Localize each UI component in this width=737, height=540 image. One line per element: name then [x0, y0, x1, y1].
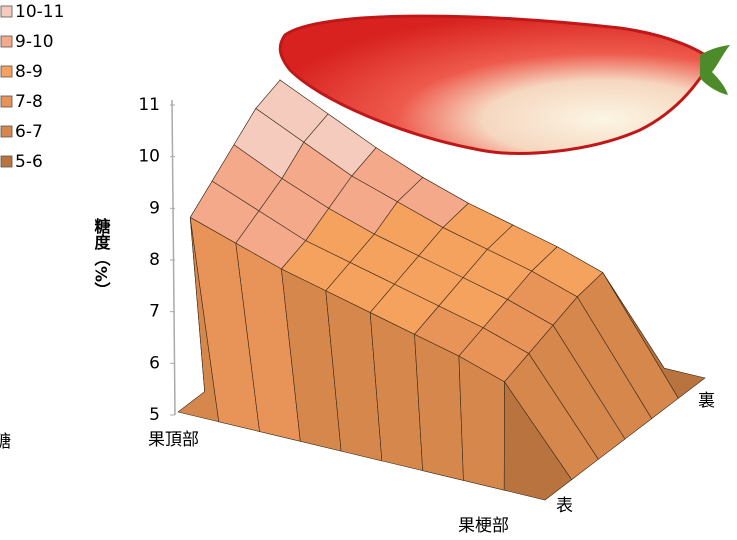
legend: 10-11 9-10 8-9 7-8 6-7 5-6: [0, 2, 64, 172]
legend-label: 6-7: [15, 122, 43, 142]
legend-swatch: [0, 35, 13, 48]
z-tick-label: 7: [149, 302, 160, 322]
legend-label: 5-6: [15, 152, 43, 172]
surface-cell: [414, 333, 464, 481]
z-tick-label: 6: [149, 353, 160, 373]
legend-label: 8-9: [15, 62, 43, 82]
z-tick-label: 9: [149, 198, 160, 218]
y-start-label: 表: [556, 496, 573, 516]
x-end-label: 果梗部: [458, 516, 509, 536]
legend-swatch: [0, 95, 13, 108]
z-tick-label: 11: [138, 95, 160, 115]
strawberry-image: [278, 14, 730, 155]
strawberry-leaf: [700, 45, 730, 95]
y-end-label: 裏: [698, 390, 715, 411]
legend-label: 9-10: [15, 32, 54, 52]
surface: [177, 79, 706, 501]
x-start-label: 果頂部: [148, 430, 199, 450]
z-tick-label: 10: [138, 147, 160, 167]
z-axis-line: [171, 99, 176, 416]
legend-swatch: [0, 65, 13, 78]
z-tick-label: 5: [149, 405, 160, 425]
surface-cell: [503, 380, 573, 501]
side-text: 糖: [0, 432, 11, 452]
legend-swatch: [0, 125, 13, 138]
legend-swatch: [0, 155, 13, 168]
legend-label: 10-11: [15, 2, 64, 22]
z-tick-label: 8: [149, 250, 160, 270]
legend-swatch: [0, 5, 13, 18]
strawberry-slice: [278, 14, 714, 155]
z-axis-label: 糖度（%）: [92, 217, 111, 298]
legend-label: 7-8: [15, 92, 43, 112]
